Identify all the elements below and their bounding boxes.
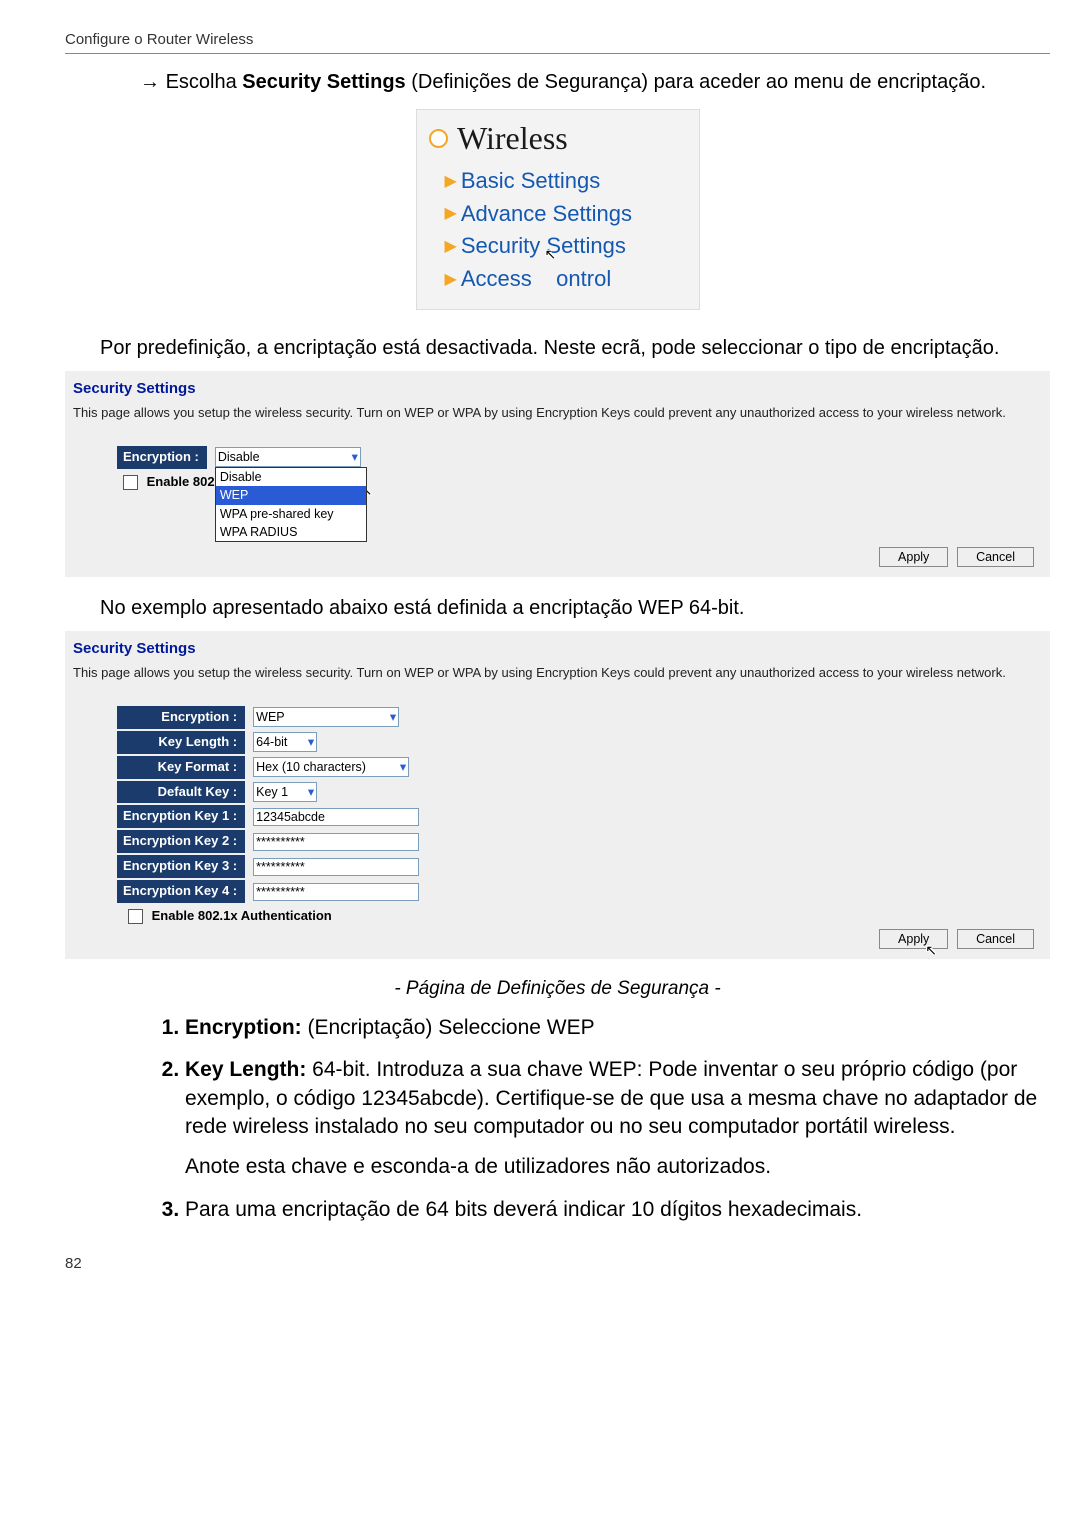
- chevron-down-icon: ▾: [308, 734, 314, 750]
- wireless-menu: Wireless ▶Basic Settings ▶Advance Settin…: [416, 109, 700, 311]
- ek3-label: Encryption Key 3 :: [116, 854, 246, 879]
- security-settings-block-2: Security Settings This page allows you s…: [65, 631, 1050, 959]
- step-2: Key Length: 64-bit. Introduza a sua chav…: [185, 1056, 1045, 1181]
- step-2-text: 64-bit. Introduza a sua chave WEP: Pode …: [185, 1058, 1037, 1138]
- step-1-text: (Encriptação) Seleccione WEP: [302, 1016, 595, 1039]
- ek4-label: Encryption Key 4 :: [116, 879, 246, 904]
- step-1-bold: Encryption:: [185, 1016, 302, 1039]
- enable-8021x-checkbox[interactable]: [123, 475, 138, 490]
- triangle-icon: ▶: [445, 205, 457, 222]
- menu-item-advance[interactable]: ▶Advance Settings: [445, 198, 693, 231]
- encryption-select[interactable]: Disable ▾: [215, 447, 361, 467]
- triangle-icon: ▶: [445, 173, 457, 190]
- step-2-note: Anote esta chave e esconda-a de utilizad…: [185, 1153, 1045, 1181]
- page-header: Configure o Router Wireless: [65, 30, 1050, 54]
- apply-button[interactable]: Apply: [879, 929, 948, 949]
- block2-title: Security Settings: [73, 639, 1042, 659]
- ek4-input[interactable]: [253, 883, 419, 901]
- defaultkey-select[interactable]: Key 1 ▾: [253, 782, 317, 802]
- block1-desc: This page allows you setup the wireless …: [73, 405, 1042, 422]
- dropdown-option[interactable]: WPA pre-shared key: [216, 505, 366, 523]
- chevron-down-icon: ▾: [352, 449, 358, 465]
- select-value: 64-bit: [256, 735, 287, 749]
- ek3-input[interactable]: [253, 858, 419, 876]
- ek2-label: Encryption Key 2 :: [116, 829, 246, 854]
- keylength-select[interactable]: 64-bit ▾: [253, 732, 317, 752]
- intro-bold: Security Settings: [242, 71, 405, 93]
- menu-item-label: Security Settings: [461, 233, 626, 258]
- intro-paragraph: → Escolha Security Settings (Definições …: [140, 69, 1045, 95]
- keylength-label: Key Length :: [116, 730, 246, 755]
- select-value: Disable: [218, 450, 260, 464]
- menu-item-label: Basic Settings: [461, 168, 600, 193]
- select-value: WEP: [256, 710, 284, 724]
- keyformat-label: Key Format :: [116, 755, 246, 780]
- menu-item-access[interactable]: ▶Access ontrol: [445, 263, 693, 296]
- menu-item-basic[interactable]: ▶Basic Settings: [445, 165, 693, 198]
- step-2-bold: Key Length:: [185, 1058, 306, 1081]
- cancel-button[interactable]: Cancel: [957, 547, 1034, 567]
- ek1-label: Encryption Key 1 :: [116, 804, 246, 829]
- enable-8021x-label: Enable 802.1x Authentication: [152, 908, 332, 923]
- cursor-icon: ↖: [545, 245, 557, 263]
- select-value: Hex (10 characters): [256, 760, 366, 774]
- encryption-label: Encryption :: [116, 705, 246, 730]
- steps-list: Encryption: (Encriptação) Seleccione WEP…: [185, 1014, 1045, 1224]
- enable-8021x-checkbox[interactable]: [128, 909, 143, 924]
- apply-button[interactable]: Apply: [879, 547, 948, 567]
- defaultkey-label: Default Key :: [116, 780, 246, 805]
- dropdown-option[interactable]: Disable: [216, 468, 366, 486]
- menu-item-label: Access ontrol: [461, 266, 611, 291]
- step-3: Para uma encriptação de 64 bits deverá i…: [185, 1196, 1045, 1224]
- encryption-select[interactable]: WEP ▾: [253, 707, 399, 727]
- cancel-button[interactable]: Cancel: [957, 929, 1034, 949]
- dropdown-option[interactable]: WPA RADIUS: [216, 523, 366, 541]
- triangle-icon: ▶: [445, 238, 457, 255]
- dropdown-option[interactable]: WEP: [216, 486, 366, 504]
- page-number: 82: [65, 1254, 1050, 1274]
- step-1: Encryption: (Encriptação) Seleccione WEP: [185, 1014, 1045, 1042]
- arrow-icon: →: [140, 71, 160, 93]
- block1-title: Security Settings: [73, 379, 1042, 399]
- cursor-icon: ↖: [925, 941, 937, 959]
- encryption-dropdown-list: Disable WEP WPA pre-shared key WPA RADIU…: [215, 467, 367, 542]
- menu-title: Wireless: [457, 120, 568, 156]
- select-value: Key 1: [256, 785, 288, 799]
- encryption-label: Encryption :: [116, 445, 208, 470]
- intro-prefix: Escolha: [166, 71, 243, 93]
- ek2-input[interactable]: [253, 833, 419, 851]
- chevron-down-icon: ▾: [308, 784, 314, 800]
- figure-caption: - Página de Definições de Segurança -: [65, 977, 1050, 1002]
- paragraph-example: No exemplo apresentado abaixo está defin…: [100, 595, 1050, 621]
- menu-item-security[interactable]: ▶Security Settings ↖: [445, 230, 693, 263]
- radio-icon: [429, 129, 448, 148]
- chevron-down-icon: ▾: [400, 759, 406, 775]
- paragraph-default: Por predefinição, a encriptação está des…: [100, 335, 1050, 361]
- intro-suffix: (Definições de Segurança) para aceder ao…: [406, 71, 986, 93]
- block2-desc: This page allows you setup the wireless …: [73, 665, 1042, 682]
- security-settings-block-1: Security Settings This page allows you s…: [65, 371, 1050, 577]
- step-3-text: Para uma encriptação de 64 bits deverá i…: [185, 1198, 862, 1221]
- triangle-icon: ▶: [445, 271, 457, 288]
- chevron-down-icon: ▾: [390, 709, 396, 725]
- menu-item-label: Advance Settings: [461, 201, 632, 226]
- keyformat-select[interactable]: Hex (10 characters) ▾: [253, 757, 409, 777]
- ek1-input[interactable]: [253, 808, 419, 826]
